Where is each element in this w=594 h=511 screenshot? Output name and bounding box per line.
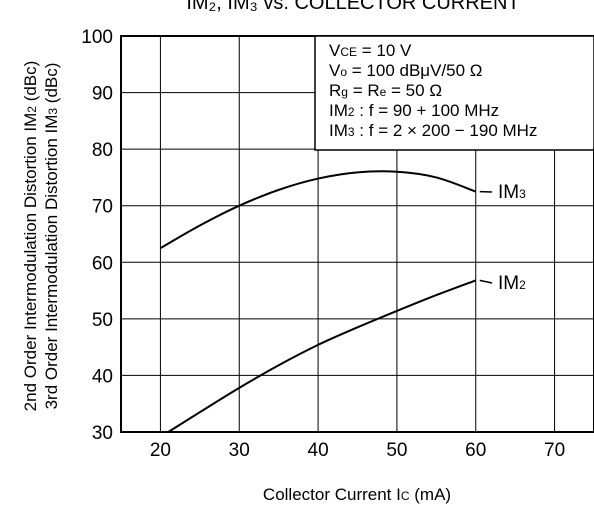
- annotation-line: Vo = 100 dBμV/50 Ω: [329, 61, 482, 80]
- annotation-line: IM2 : f = 90 + 100 MHz: [329, 101, 499, 120]
- subscript: 3: [519, 187, 526, 201]
- subscript: g: [341, 85, 348, 99]
- x-tick-label: 70: [544, 440, 565, 461]
- series-label-im3: IM3: [498, 182, 526, 203]
- series-label-leader: [479, 279, 493, 284]
- y-tick-label: 70: [92, 197, 113, 218]
- y-axis-label-1: 2nd Order Intermodulation Distortion IM2…: [21, 61, 40, 412]
- x-tick-label: 30: [229, 440, 250, 461]
- annotation-line: VCE = 10 V: [329, 41, 412, 60]
- y-tick-label: 50: [92, 310, 113, 331]
- x-tick-label: 60: [465, 440, 486, 461]
- y-axis-label-2: 3rd Order Intermodulation Distortion IM3…: [42, 63, 61, 410]
- series-line-im3: [159, 170, 477, 250]
- x-tick-label: 40: [308, 440, 329, 461]
- series-line-im2: [167, 279, 477, 433]
- x-tick-label: 50: [386, 440, 407, 461]
- annotation-line: IM3 : f = 2 × 200 − 190 MHz: [329, 121, 537, 140]
- chart-title: IM₂, IM₃ vs. COLLECTOR CURRENT: [186, 0, 519, 14]
- tick-labels: 20 30 40 50 60 70 30 40 50 60 70 80 90 100: [81, 27, 565, 461]
- annotation-frame: [314, 35, 594, 151]
- x-tick-label: 20: [150, 440, 171, 461]
- x-axis-label: Collector Current IC (mA): [263, 485, 451, 504]
- annotation-line: Rg = Re = 50 Ω: [329, 81, 442, 100]
- y-tick-label: 100: [81, 27, 113, 48]
- subscript: 2: [519, 278, 526, 292]
- series-layer: IM3 IM2: [159, 170, 526, 433]
- subscript: 2: [348, 105, 355, 119]
- subscript: 2: [25, 106, 39, 113]
- y-tick-label: 90: [92, 84, 113, 105]
- subscript: C: [401, 489, 410, 503]
- subscript: 3: [348, 125, 355, 139]
- annotation-box: VCE = 10 VVo = 100 dBμV/50 ΩRg = Re = 50…: [314, 35, 594, 151]
- y-tick-label: 60: [92, 253, 113, 274]
- subscript: e: [380, 85, 387, 99]
- subscript: o: [340, 65, 347, 79]
- subscript: CE: [340, 45, 357, 59]
- y-tick-label: 30: [92, 423, 113, 444]
- y-tick-label: 80: [92, 140, 113, 161]
- y-tick-label: 40: [92, 366, 113, 387]
- axis-labels: Collector Current IC (mA) 2nd Order Inter…: [21, 61, 451, 504]
- subscript: 3: [46, 108, 60, 115]
- series-label-im2: IM2: [498, 273, 526, 294]
